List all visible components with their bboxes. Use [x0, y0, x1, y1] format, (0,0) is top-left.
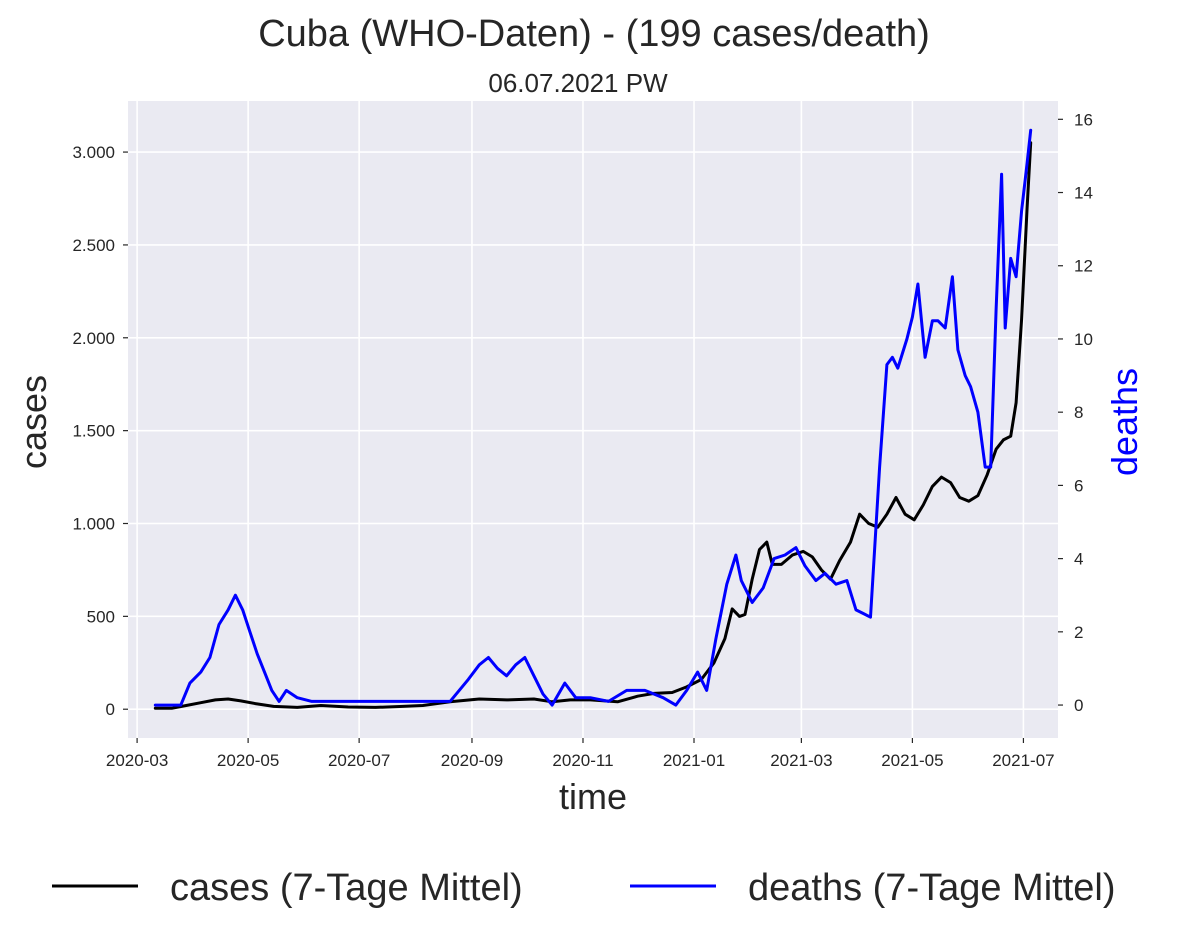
x-tick-label: 2021-05: [881, 751, 943, 770]
y-axis-label: cases: [13, 375, 54, 469]
x-tick-label: 2020-07: [328, 751, 390, 770]
y-tick-label: 500: [87, 607, 115, 626]
y2-tick-label: 10: [1074, 330, 1093, 349]
x-tick-label: 2020-03: [106, 751, 168, 770]
x-axis-label: time: [559, 776, 627, 817]
y2-tick-label: 12: [1074, 257, 1093, 276]
x-tick-label: 2020-09: [441, 751, 503, 770]
y2-tick-label: 4: [1074, 550, 1083, 569]
series-line-cases: [153, 141, 1033, 710]
y-tick-label: 2.500: [72, 236, 115, 255]
series-line-deaths: [153, 128, 1033, 707]
y-tick-label: 1.000: [72, 515, 115, 534]
y-tick-label: 1.500: [72, 422, 115, 441]
legend: cases (7-Tage Mittel) deaths (7-Tage Mit…: [52, 867, 1116, 909]
x-tick-label: 2021-07: [992, 751, 1054, 770]
grid: [128, 101, 1058, 738]
plot-area: [128, 101, 1058, 738]
legend-label-cases: cases (7-Tage Mittel): [170, 867, 523, 909]
legend-label-deaths: deaths (7-Tage Mittel): [748, 867, 1116, 909]
y2-tick-label: 14: [1074, 184, 1093, 203]
y2-tick-label: 6: [1074, 476, 1083, 495]
x-tick-label: 2021-01: [663, 751, 725, 770]
y2-tick-label: 16: [1074, 110, 1093, 129]
y-tick-label: 2.000: [72, 329, 115, 348]
y-axis-left: 0 500 1.000 1.500 2.000 2.500 3.000: [72, 143, 128, 719]
x-axis: 2020-03 2020-05 2020-07 2020-09 2020-11 2021-…: [106, 738, 1055, 770]
chart-title: Cuba (WHO-Daten) - (199 cases/death): [258, 13, 930, 55]
y2-tick-label: 0: [1074, 696, 1083, 715]
y2-axis-label: deaths: [1104, 368, 1145, 476]
x-tick-label: 2020-05: [217, 751, 279, 770]
y-axis-right: 0 2 4 6 8 10 12 14 16: [1058, 110, 1093, 715]
x-tick-label: 2021-03: [770, 751, 832, 770]
y2-tick-label: 8: [1074, 403, 1083, 422]
y-tick-label: 0: [106, 700, 115, 719]
chart-subtitle: 06.07.2021 PW: [488, 68, 668, 98]
x-tick-label: 2020-11: [552, 751, 613, 770]
y-tick-label: 3.000: [72, 143, 115, 162]
series-layer: [153, 128, 1033, 710]
y2-tick-label: 2: [1074, 623, 1083, 642]
